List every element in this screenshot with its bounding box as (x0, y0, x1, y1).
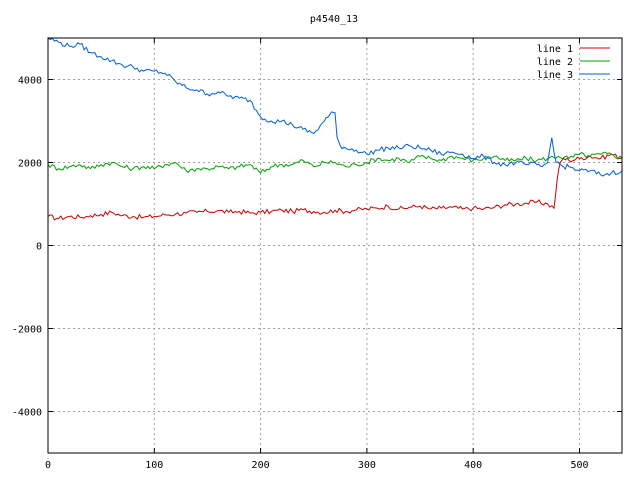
axis-ticks: 0 100 200 300 400 500 -4000 -2000 0 2000 4000 (12, 38, 622, 471)
legend-label: line 3 (537, 70, 573, 81)
grid (48, 38, 622, 453)
y-tick-label: -4000 (12, 408, 42, 419)
legend-label: line 1 (537, 44, 573, 55)
x-tick-label: 0 (45, 460, 51, 471)
x-tick-label: 200 (252, 460, 270, 471)
series-layer (47, 37, 623, 221)
series-line-2 (47, 151, 623, 174)
chart-title: p4540_13 (310, 14, 358, 25)
series-line-3 (47, 37, 623, 177)
series-line-1 (47, 153, 623, 221)
x-tick-label: 500 (570, 460, 588, 471)
x-tick-label: 100 (145, 460, 163, 471)
x-tick-label: 300 (358, 460, 376, 471)
legend: line 1 line 2 line 3 (537, 44, 610, 81)
y-tick-label: 2000 (18, 159, 42, 170)
x-tick-label: 400 (464, 460, 482, 471)
y-tick-label: 4000 (18, 76, 42, 87)
y-tick-label: -2000 (12, 325, 42, 336)
legend-label: line 2 (537, 57, 573, 68)
y-tick-label: 0 (36, 242, 42, 253)
